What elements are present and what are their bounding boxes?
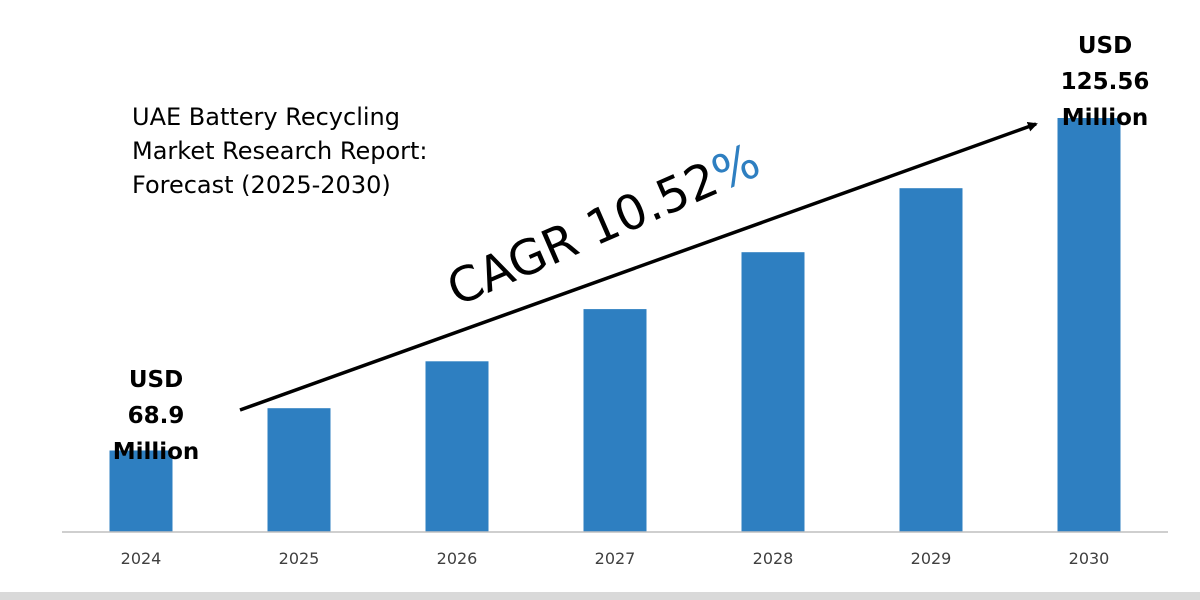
bar-2027: [584, 309, 647, 532]
end-value-label: USD 125.56 Million: [1040, 28, 1170, 136]
chart-title-line-3: Forecast (2025-2030): [132, 168, 552, 202]
bottom-border: [0, 592, 1200, 600]
x-tick-label-2026: 2026: [437, 549, 478, 568]
end-value-unit: Million: [1040, 100, 1170, 136]
end-value-currency: USD: [1040, 28, 1170, 64]
x-tick-label-2028: 2028: [753, 549, 794, 568]
bar-chart: 2024 2025 2026 2027 2028 2029 2030: [0, 0, 1200, 600]
start-value-currency: USD: [96, 362, 216, 398]
chart-title-line-2: Market Research Report:: [132, 134, 552, 168]
bar-2030: [1058, 118, 1121, 532]
x-tick-label-2025: 2025: [279, 549, 320, 568]
bar-2029: [900, 188, 963, 532]
x-tick-labels: 2024 2025 2026 2027 2028 2029 2030: [121, 549, 1110, 568]
x-tick-label-2029: 2029: [911, 549, 952, 568]
chart-title-line-1: UAE Battery Recycling: [132, 100, 552, 134]
start-value-label: USD 68.9 Million: [96, 362, 216, 470]
end-value-amount: 125.56: [1040, 64, 1170, 100]
start-value-unit: Million: [96, 434, 216, 470]
x-tick-label-2027: 2027: [595, 549, 636, 568]
start-value-amount: 68.9: [96, 398, 216, 434]
chart-title: UAE Battery Recycling Market Research Re…: [132, 100, 552, 202]
x-tick-label-2030: 2030: [1069, 549, 1110, 568]
bar-2028: [742, 252, 805, 532]
x-tick-label-2024: 2024: [121, 549, 162, 568]
bar-2026: [426, 361, 489, 532]
bar-2025: [268, 408, 331, 532]
